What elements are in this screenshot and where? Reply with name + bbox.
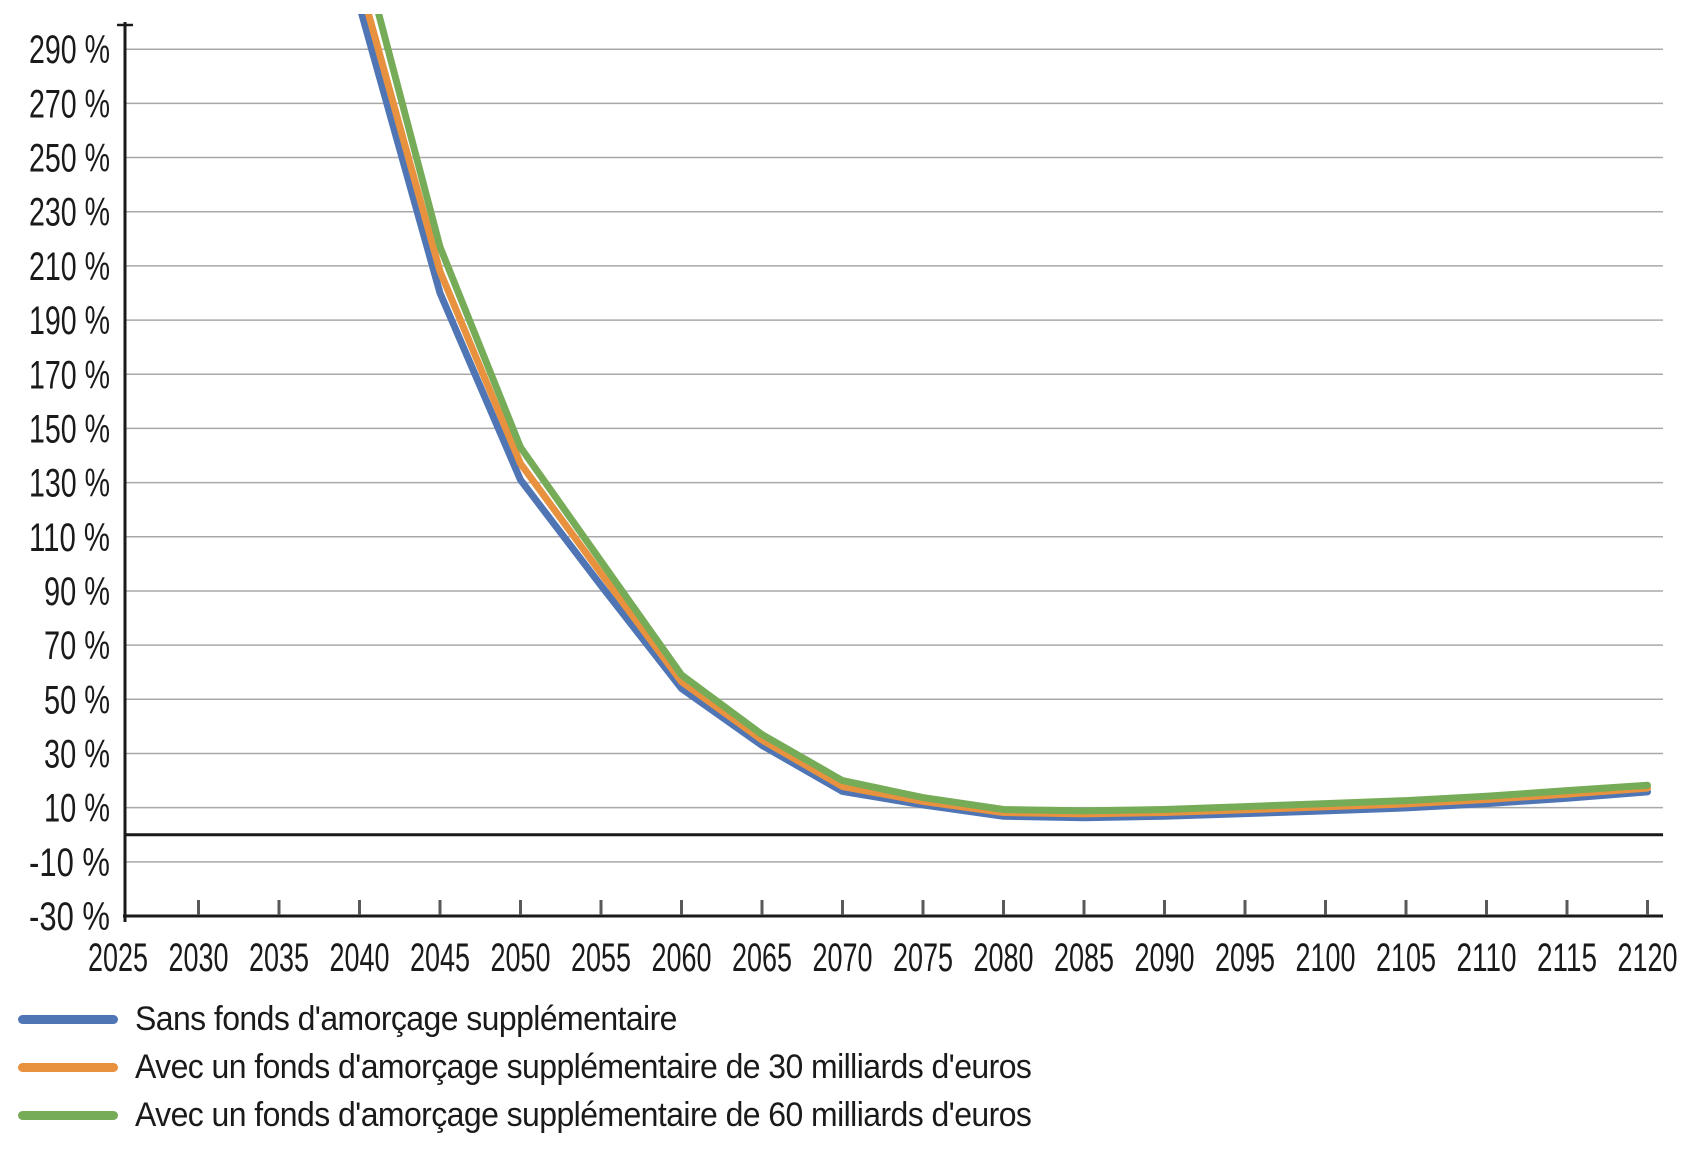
x-tick-label: 2035: [249, 936, 309, 980]
y-tick-label: 210 %: [29, 245, 110, 289]
x-tick-label: 2060: [652, 936, 712, 980]
x-tick-label: 2030: [169, 936, 229, 980]
legend-item: Sans fonds d'amorçage supplémentaire: [18, 995, 1089, 1043]
y-tick-label: 130 %: [29, 462, 110, 506]
series-line-2: [375, 14, 1651, 815]
x-tick-label: 2080: [974, 936, 1034, 980]
y-tick-label: -10 %: [29, 841, 110, 885]
x-tick-label: 2045: [410, 936, 470, 980]
x-tick-label: 2085: [1054, 936, 1114, 980]
y-tick-label: 10 %: [44, 787, 110, 831]
line-chart-canvas: 290 % 270 % 250 % 230 % 210 % 190 % 170 % 150 %…: [29, 14, 1678, 980]
y-tick-label: 270 %: [29, 82, 110, 126]
y-gridlines: [125, 48, 1663, 863]
x-tick-label: 2050: [491, 936, 551, 980]
x-tick-label: 2075: [893, 936, 953, 980]
legend-item: Avec un fonds d'amorçage supplémentaire …: [18, 1043, 1089, 1091]
y-axis-labels: 290 % 270 % 250 % 230 % 210 % 190 % 170 % 150 %…: [29, 28, 110, 939]
axes: [117, 22, 1663, 922]
x-tick-label: 2095: [1215, 936, 1275, 980]
y-tick-label: -30 %: [29, 895, 110, 939]
x-tick-label: 2100: [1296, 936, 1356, 980]
y-tick-label: 250 %: [29, 137, 110, 181]
x-tick-label: 2120: [1618, 936, 1678, 980]
legend-item: Avec un fonds d'amorçage supplémentaire …: [18, 1091, 1089, 1139]
y-tick-label: 50 %: [44, 678, 110, 722]
y-tick-label: 170 %: [29, 353, 110, 397]
series-line-0: [358, 14, 1651, 822]
x-tick-label: 2105: [1376, 936, 1436, 980]
series-lines: [358, 14, 1651, 822]
y-tick-label: 290 %: [29, 28, 110, 72]
chart-legend: Sans fonds d'amorçage supplémentaire Ave…: [18, 995, 1089, 1139]
y-tick-label: 150 %: [29, 407, 110, 451]
x-tick-label: 2025: [88, 936, 148, 980]
x-tick-label: 2065: [732, 936, 792, 980]
legend-swatch-line-icon: [18, 1110, 118, 1120]
series-line-1: [364, 14, 1651, 818]
x-ticks: [197, 900, 1649, 915]
x-tick-label: 2070: [813, 936, 873, 980]
legend-label: Sans fonds d'amorçage supplémentaire: [135, 999, 677, 1038]
y-tick-label: 90 %: [44, 570, 110, 614]
chart-area: 290 % 270 % 250 % 230 % 210 % 190 % 170 % 150 %…: [29, 14, 1678, 980]
y-tick-label: 230 %: [29, 191, 110, 235]
legend-swatch-line-icon: [18, 1062, 118, 1072]
x-tick-label: 2055: [571, 936, 631, 980]
legend-swatch-line-icon: [18, 1014, 118, 1024]
x-tick-label: 2090: [1135, 936, 1195, 980]
x-tick-label: 2040: [330, 936, 390, 980]
x-axis-labels: 2025 2030 2035 2040 2045 2050 2055 2060 2065 2070…: [88, 936, 1678, 980]
y-tick-label: 110 %: [29, 516, 110, 560]
x-tick-label: 2110: [1457, 936, 1517, 980]
y-tick-label: 30 %: [44, 732, 110, 776]
y-tick-label: 70 %: [44, 624, 110, 668]
legend-label: Avec un fonds d'amorçage supplémentaire …: [135, 1047, 1032, 1086]
y-tick-label: 190 %: [29, 299, 110, 343]
legend-label: Avec un fonds d'amorçage supplémentaire …: [135, 1095, 1032, 1134]
x-tick-label: 2115: [1537, 936, 1597, 980]
